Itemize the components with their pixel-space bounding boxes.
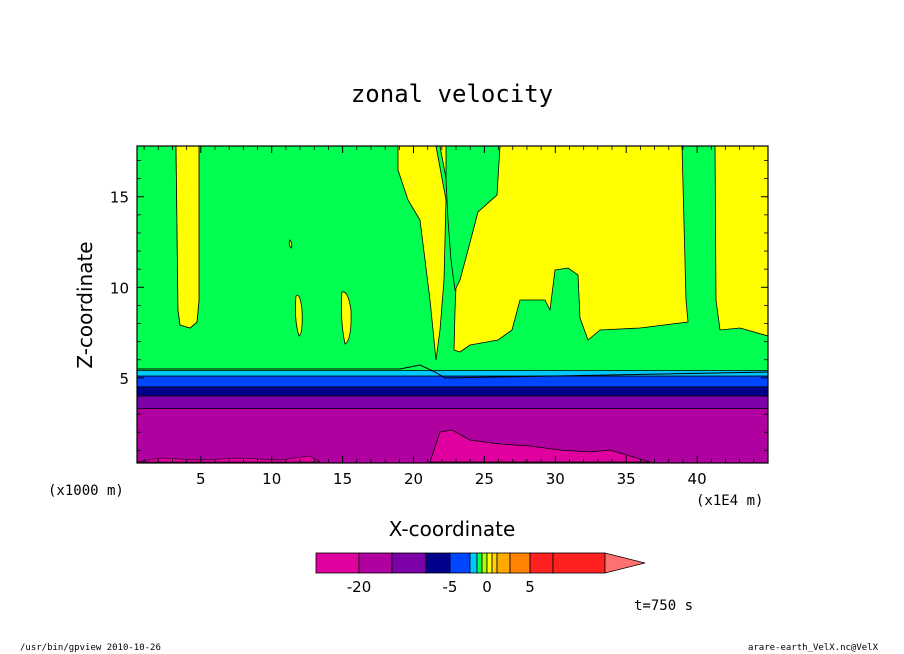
x-tick-label: 25 [475,470,494,488]
x-tick-label: 40 [688,470,707,488]
colorbar-segment [496,552,511,574]
colorbar-segment [491,552,498,574]
y-tick-label: 10 [110,279,129,297]
colorbar-label: -5 [443,578,458,596]
x-tick-label: 15 [333,470,352,488]
chart-title: zonal velocity [351,80,553,108]
footer-left: /usr/bin/gpview 2010-10-26 [20,643,161,653]
y-tick-label: 5 [119,370,129,388]
x-unit-left: (x1000 m) [48,483,124,499]
plume-distortion [137,364,769,379]
velocity-layer-1 [137,395,768,409]
positive-region-tower [175,145,200,329]
x-tick-label: 5 [196,470,206,488]
colorbar-segment [509,552,531,574]
positive-region-blob-1 [295,294,303,337]
positive-region-plume-core [445,145,501,292]
colorbar-label: -20 [347,578,372,596]
x-axis-label: X-coordinate [389,517,516,541]
time-annotation: t=750 s [634,598,693,614]
colorbar-segment [481,552,488,574]
x-tick-label: 30 [546,470,565,488]
colorbar-label: 0 [482,578,492,596]
colorbar-segment [529,552,554,574]
colorbar-segment [469,552,478,574]
plot-frame [136,145,769,464]
colorbar-segment [486,552,493,574]
colorbar [315,552,646,574]
footer-right: arare-earth_VelX.nc@VelX [748,643,879,653]
y-axis-label: Z-coordinate [73,241,97,368]
y-tick-label: 15 [110,189,129,207]
colorbar-segment [315,552,360,574]
colorbar-segment [391,552,427,574]
strong-negative-region [429,429,651,463]
x-axis-ticks: 5 10 15 20 25 30 35 40 [143,146,755,488]
colorbar-label: 5 [525,578,535,596]
colorbar-segment [476,552,483,574]
positive-region-blob-3 [288,239,293,249]
velocity-layer-4 [137,370,768,377]
velocity-layer-2 [137,386,768,396]
velocity-layer-3 [137,376,768,387]
colorbar-segment [425,552,451,574]
colorbar-extend-arrow [604,552,646,574]
positive-regions [137,145,769,361]
x-tick-label: 20 [404,470,423,488]
x-unit-right: (x1E4 m) [696,493,763,509]
colorbar-segment [552,552,606,574]
x-tick-label: 35 [617,470,636,488]
plot-area [136,145,769,464]
colorbar-segment [358,552,393,574]
y-axis-ticks: 5 10 15 [110,160,768,451]
strong-negative-region-left [136,455,322,463]
colorbar-segment [449,552,471,574]
positive-region-blob-2 [341,291,352,345]
colorbar-labels: -20 -5 0 5 [347,578,535,596]
x-tick-label: 10 [262,470,281,488]
